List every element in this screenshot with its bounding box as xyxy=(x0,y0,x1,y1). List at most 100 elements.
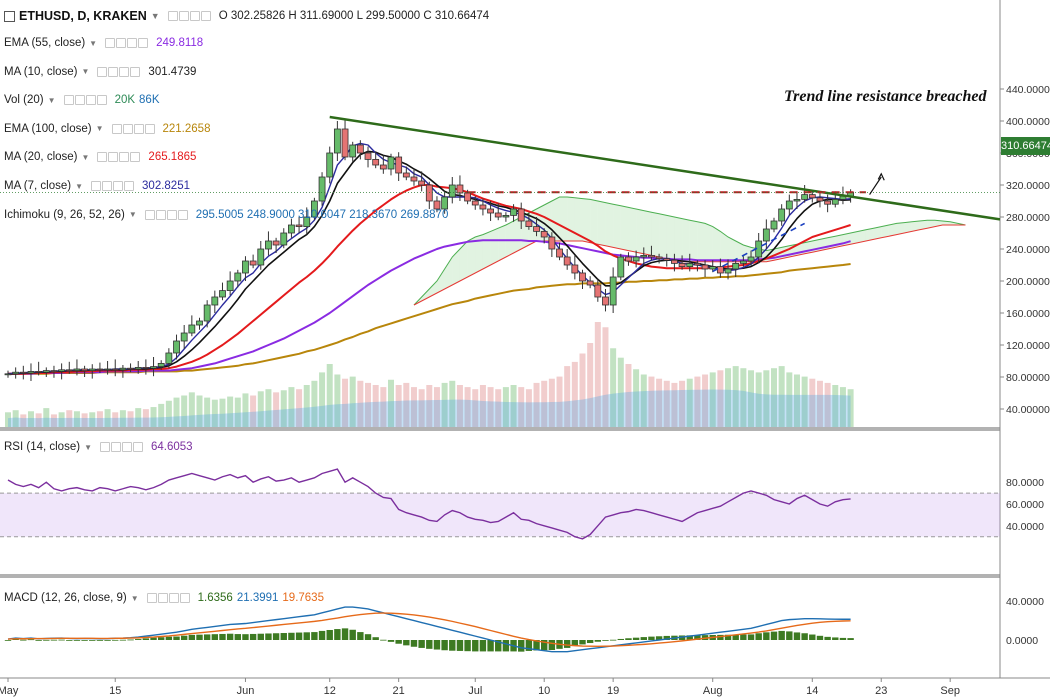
volume-bar xyxy=(365,382,372,427)
candle-body xyxy=(502,214,510,218)
volume-bar xyxy=(181,395,188,427)
indicator-legend-1[interactable]: MA (10, close) ▼ 301.4739 xyxy=(4,66,196,78)
indicator-controls[interactable] xyxy=(91,181,135,191)
chevron-down-icon[interactable]: ▼ xyxy=(89,38,98,48)
ichimoku-cloud-segment xyxy=(896,222,905,235)
macd-controls[interactable] xyxy=(146,593,190,603)
volume-bar xyxy=(273,392,280,427)
indicator-legend-3[interactable]: EMA (100, close) ▼ 221.2658 xyxy=(4,123,210,135)
chevron-down-icon[interactable]: ▼ xyxy=(84,442,92,452)
ichimoku-cloud-segment xyxy=(873,226,882,240)
macd-histogram-bar xyxy=(234,634,241,640)
price-tick-label: 200.00000 xyxy=(1006,276,1050,288)
ichimoku-cloud-segment xyxy=(689,220,698,262)
chevron-down-icon[interactable]: ▼ xyxy=(47,95,56,105)
candle-body xyxy=(655,256,663,260)
candle-body xyxy=(19,371,27,374)
candle-body xyxy=(341,128,349,158)
volume-bar xyxy=(403,382,410,427)
candle-body xyxy=(732,262,740,270)
macd-histogram-bar xyxy=(403,640,410,646)
macd-histogram-bar xyxy=(150,637,157,640)
rsi-controls[interactable] xyxy=(99,442,143,452)
indicator-controls[interactable] xyxy=(105,38,149,48)
volume-bar xyxy=(633,369,640,427)
macd-legend[interactable]: MACD (12, 26, close, 9) ▼ 1.6356 21.3991… xyxy=(4,592,324,604)
volume-bar xyxy=(303,385,310,427)
candle-body xyxy=(326,152,334,178)
candle-body xyxy=(372,158,380,166)
chevron-down-icon[interactable]: ▼ xyxy=(81,67,90,77)
volume-bar xyxy=(150,407,157,427)
indicator-controls[interactable] xyxy=(97,66,141,77)
rsi-tick-label: 60.0000 xyxy=(1006,499,1044,511)
macd-histogram-bar xyxy=(648,636,655,640)
macd-histogram-bar xyxy=(127,639,134,641)
chevron-down-icon[interactable]: ▼ xyxy=(130,593,139,603)
volume-bar xyxy=(219,398,226,427)
indicator-legend-5[interactable]: MA (7, close) ▼ 302.8251 xyxy=(4,180,190,192)
candle-body xyxy=(188,324,196,334)
volume-bar xyxy=(372,385,379,427)
series-controls[interactable] xyxy=(167,11,211,21)
macd-histogram-bar xyxy=(165,636,173,640)
indicator-legend-0[interactable]: EMA (55, close) ▼ 249.8118 xyxy=(4,37,203,49)
volume-bar xyxy=(234,397,241,427)
time-tick-label: Sep xyxy=(940,685,960,697)
time-tick-label: 12 xyxy=(324,685,336,697)
indicator-controls[interactable] xyxy=(144,209,188,220)
candle-body xyxy=(464,192,472,202)
volume-bar xyxy=(579,353,586,427)
chevron-down-icon[interactable]: ▼ xyxy=(128,210,137,220)
volume-bar xyxy=(73,411,80,427)
symbol-header[interactable]: ETHUSD, D, KRAKEN ▼ O 302.25826 H 311.69… xyxy=(4,9,489,23)
ichimoku-cloud-segment xyxy=(858,229,866,243)
candle-body xyxy=(180,332,188,342)
candle-body xyxy=(709,266,717,270)
macd-tick-label: 0.0000 xyxy=(1006,635,1038,647)
macd-histogram-bar xyxy=(418,640,425,648)
volume-bar xyxy=(656,378,663,427)
indicator-controls[interactable] xyxy=(63,95,107,106)
candle-body xyxy=(525,220,533,227)
volume-bar xyxy=(257,391,264,427)
volume-bar xyxy=(265,389,272,427)
macd-histogram-bar xyxy=(280,633,287,640)
chevron-down-icon[interactable]: ▼ xyxy=(81,152,90,162)
volume-bar xyxy=(188,392,195,427)
volume-bar xyxy=(418,389,425,427)
volume-bar xyxy=(96,411,103,427)
candle-body xyxy=(196,320,203,326)
indicator-legend-value: 20K xyxy=(114,94,136,107)
indicator-legend-2[interactable]: Vol (20) ▼ 20K 86K xyxy=(4,94,160,106)
rsi-legend[interactable]: RSI (14, close) ▼ 64.6053 xyxy=(4,441,193,453)
collapse-icon[interactable] xyxy=(4,10,15,22)
macd-histogram-bar xyxy=(495,640,502,652)
ichimoku-cloud-segment xyxy=(850,231,859,245)
ichimoku-cloud-segment xyxy=(720,231,729,262)
indicator-controls[interactable] xyxy=(97,152,141,163)
volume-bar xyxy=(426,385,433,427)
macd-histogram-bar xyxy=(249,633,257,640)
candle-body xyxy=(739,260,747,264)
indicator-legend-6[interactable]: Ichimoku (9, 26, 52, 26) ▼ 295.5005 248.90… xyxy=(4,209,448,221)
volume-bar xyxy=(510,385,517,427)
indicator-legend-4[interactable]: MA (20, close) ▼ 265.1865 xyxy=(4,151,196,163)
chevron-down-icon[interactable]: ▼ xyxy=(150,11,160,21)
ichimoku-cloud-segment xyxy=(490,228,499,265)
macd-histogram-bar xyxy=(364,634,372,640)
candle-body xyxy=(602,296,609,306)
annotation-arrow-head xyxy=(877,172,885,181)
macd-histogram-bar xyxy=(617,638,624,640)
chevron-down-icon[interactable]: ▼ xyxy=(75,181,84,191)
macd-histogram-bar xyxy=(180,635,188,640)
time-tick-label: 10 xyxy=(538,685,550,697)
candle-body xyxy=(686,262,694,267)
chevron-down-icon[interactable]: ▼ xyxy=(95,124,104,134)
volume-bar xyxy=(832,385,839,427)
volume-bar xyxy=(525,389,532,427)
indicator-controls[interactable] xyxy=(111,123,155,134)
volume-bar xyxy=(763,370,770,427)
ichimoku-cloud-segment xyxy=(919,220,928,230)
